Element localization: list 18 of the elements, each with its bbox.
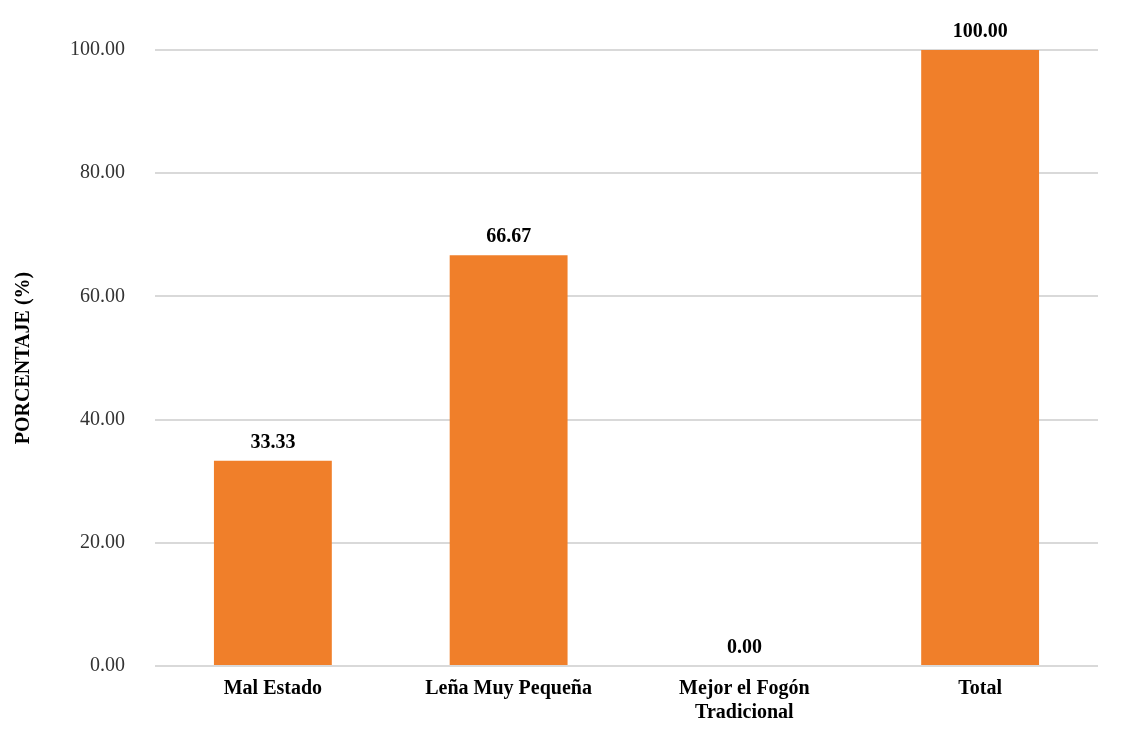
y-tick-label: 100.00 (70, 37, 125, 60)
data-label: 66.67 (486, 224, 532, 247)
x-tick-label: Mejor el Fogón Tradicional (679, 676, 810, 723)
bar (449, 255, 568, 665)
bar (213, 460, 332, 665)
data-label: 33.33 (250, 429, 296, 452)
y-tick-label: 80.00 (80, 160, 125, 183)
bar (921, 50, 1040, 665)
x-tick-label: Leña Muy Pequeña (425, 676, 592, 700)
y-axis-title: PORCENTAJE (%) (11, 271, 35, 445)
x-tick-label: Total (958, 676, 1003, 699)
y-tick-label: 0.00 (90, 653, 125, 676)
data-label: 0.00 (726, 635, 762, 658)
y-tick-label: 20.00 (80, 530, 125, 553)
data-label: 100.00 (952, 19, 1008, 42)
x-tick-label: Mal Estado (223, 676, 323, 699)
y-tick-label: 40.00 (80, 406, 125, 429)
y-tick-label: 60.00 (80, 283, 125, 306)
